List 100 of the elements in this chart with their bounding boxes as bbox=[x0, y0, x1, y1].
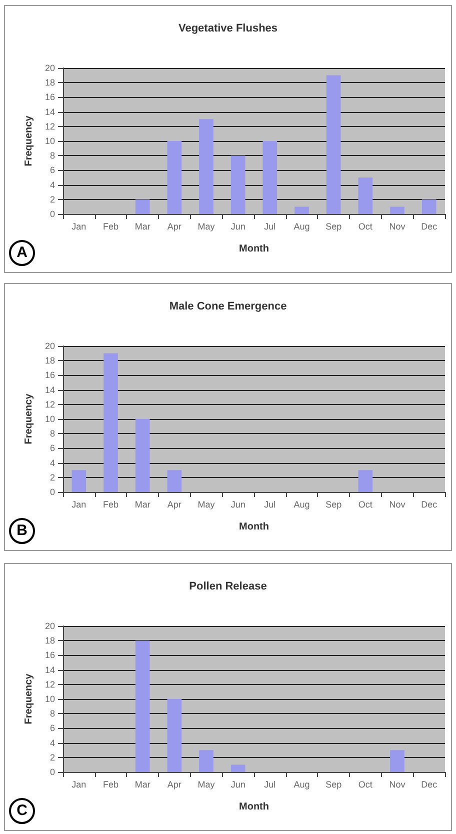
x-tick-label: Dec bbox=[421, 222, 438, 232]
x-tick-label: Apr bbox=[167, 222, 182, 232]
y-tick-label: 18 bbox=[44, 78, 55, 88]
y-tick-label: 6 bbox=[50, 165, 55, 176]
y-axis-title: Frequency bbox=[24, 115, 35, 166]
bar bbox=[358, 470, 373, 492]
x-tick-label: Nov bbox=[389, 780, 406, 790]
x-tick-label: Feb bbox=[102, 500, 119, 510]
x-tick-label: May bbox=[198, 780, 216, 790]
x-tick-label: Jan bbox=[72, 500, 86, 510]
x-axis-title: Month bbox=[239, 802, 269, 812]
y-tick-label: 2 bbox=[50, 752, 55, 762]
y-tick-label: 16 bbox=[44, 92, 55, 102]
x-tick-label: Dec bbox=[421, 780, 438, 790]
chart-title: Vegetative Flushes bbox=[178, 22, 278, 34]
x-tick-label: Jun bbox=[230, 222, 246, 232]
x-tick-label: Sep bbox=[326, 500, 342, 510]
bar bbox=[104, 353, 118, 492]
chart-title: Pollen Release bbox=[189, 580, 267, 592]
x-tick-label: Aug bbox=[294, 500, 310, 510]
y-tick-label: 12 bbox=[44, 121, 55, 132]
y-tick-label: 2 bbox=[50, 194, 55, 204]
x-tick-label: Jul bbox=[264, 500, 276, 510]
x-axis-title: Month bbox=[239, 244, 269, 254]
bar bbox=[167, 699, 182, 772]
text: B bbox=[9, 518, 35, 544]
x-tick-label: Oct bbox=[358, 222, 373, 232]
y-tick-label: 6 bbox=[50, 723, 55, 734]
x-tick-label: Sep bbox=[326, 222, 342, 232]
x-tick-label: Mar bbox=[134, 222, 150, 232]
bar bbox=[358, 178, 373, 214]
y-tick-label: 10 bbox=[44, 136, 55, 146]
y-tick-label: 0 bbox=[50, 487, 55, 497]
y-tick-label: 18 bbox=[44, 356, 55, 366]
y-tick-label: 16 bbox=[44, 370, 55, 380]
y-tick-label: 8 bbox=[50, 428, 55, 439]
bar bbox=[390, 206, 404, 214]
bar bbox=[262, 141, 278, 214]
x-tick-label: Feb bbox=[102, 780, 119, 790]
x-tick-label: Mar bbox=[134, 780, 150, 790]
y-axis-title: Frequency bbox=[24, 393, 35, 444]
bar bbox=[294, 206, 309, 214]
x-tick-label: Apr bbox=[167, 780, 182, 790]
y-tick-label: 10 bbox=[44, 414, 55, 424]
y-tick-label: 4 bbox=[50, 458, 55, 468]
x-tick-label: Dec bbox=[421, 500, 438, 510]
x-tick-label: Feb bbox=[102, 222, 119, 232]
x-axis-title: Month bbox=[239, 522, 269, 532]
bar bbox=[167, 141, 182, 214]
y-tick-label: 0 bbox=[50, 767, 55, 777]
y-tick-label: 14 bbox=[44, 384, 55, 395]
bar bbox=[230, 156, 246, 214]
y-tick-label: 20 bbox=[44, 63, 55, 73]
bar bbox=[135, 419, 150, 492]
y-tick-label: 2 bbox=[50, 472, 55, 482]
y-tick-label: 12 bbox=[44, 399, 55, 410]
y-tick-label: 16 bbox=[44, 650, 55, 660]
y-tick-label: 4 bbox=[50, 180, 55, 190]
y-tick-label: 10 bbox=[44, 694, 55, 704]
y-tick-label: 18 bbox=[44, 636, 55, 646]
bar bbox=[326, 75, 341, 214]
text: C bbox=[9, 798, 35, 824]
bar bbox=[390, 750, 404, 772]
x-tick-label: Nov bbox=[389, 500, 406, 510]
bar bbox=[135, 199, 150, 214]
chart-title: Male Cone Emergence bbox=[169, 300, 287, 312]
bar bbox=[72, 470, 86, 492]
x-tick-label: Sep bbox=[326, 780, 342, 790]
y-tick-label: 6 bbox=[50, 443, 55, 454]
x-tick-label: May bbox=[198, 222, 216, 232]
y-tick-label: 14 bbox=[44, 664, 55, 675]
y-tick-label: 0 bbox=[50, 209, 55, 219]
x-tick-label: Jan bbox=[72, 780, 86, 790]
y-tick-label: 4 bbox=[50, 738, 55, 748]
x-tick-label: Aug bbox=[294, 780, 310, 790]
y-tick-label: 20 bbox=[44, 621, 55, 631]
y-axis-title: Frequency bbox=[24, 673, 35, 724]
x-tick-label: May bbox=[198, 500, 216, 510]
x-tick-label: Jun bbox=[230, 780, 246, 790]
bar bbox=[230, 764, 246, 772]
bar bbox=[422, 199, 436, 214]
x-tick-label: Jul bbox=[264, 222, 276, 232]
x-tick-label: Aug bbox=[294, 222, 310, 232]
x-tick-label: Mar bbox=[134, 500, 150, 510]
x-tick-label: Jul bbox=[264, 780, 276, 790]
x-tick-label: Oct bbox=[358, 500, 373, 510]
x-tick-label: Oct bbox=[358, 780, 373, 790]
y-tick-label: 12 bbox=[44, 679, 55, 690]
x-tick-label: Jan bbox=[72, 222, 86, 232]
y-tick-label: 8 bbox=[50, 150, 55, 161]
text: A bbox=[9, 240, 35, 266]
bar bbox=[167, 470, 182, 492]
bar bbox=[199, 119, 214, 214]
x-tick-label: Nov bbox=[389, 222, 406, 232]
x-tick-label: Apr bbox=[167, 500, 182, 510]
y-tick-label: 20 bbox=[44, 341, 55, 351]
bar bbox=[135, 640, 150, 772]
x-tick-label: Jun bbox=[230, 500, 246, 510]
y-tick-label: 14 bbox=[44, 106, 55, 117]
y-tick-label: 8 bbox=[50, 708, 55, 719]
